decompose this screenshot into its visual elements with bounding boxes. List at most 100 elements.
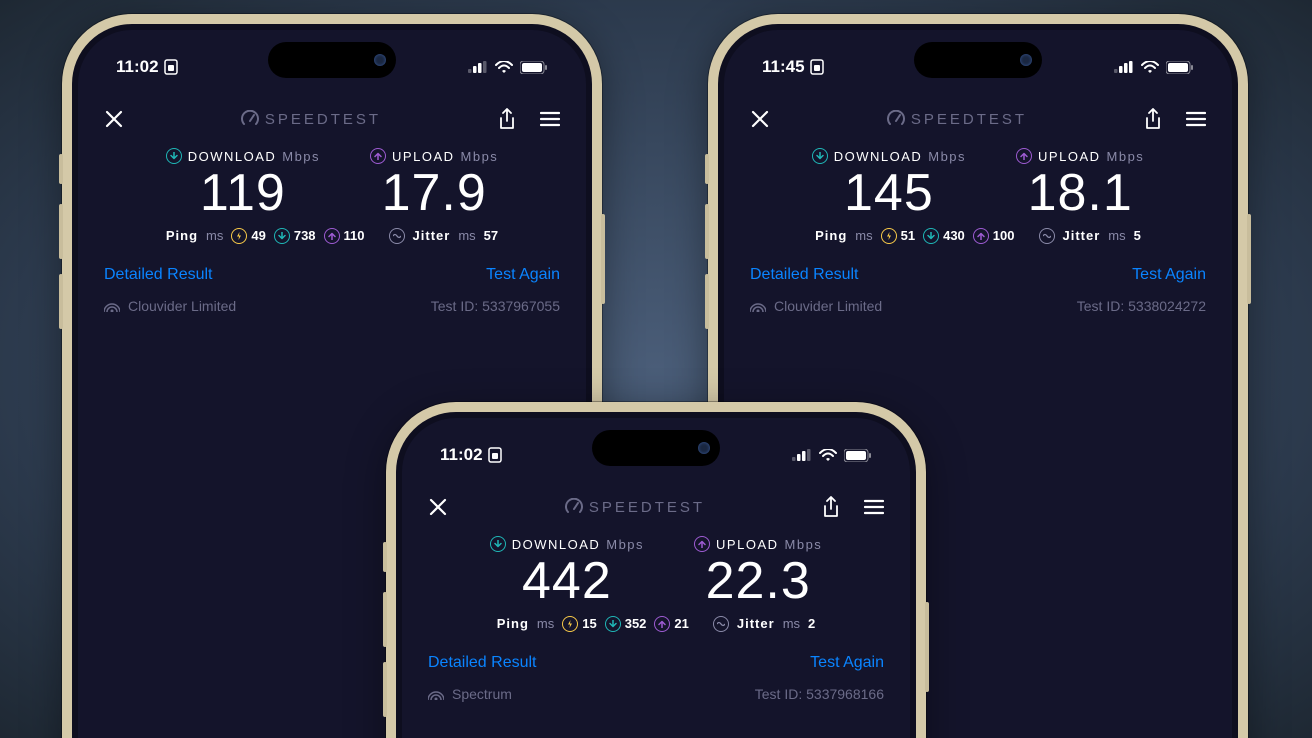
app-header: SPEEDTEST xyxy=(724,86,1232,140)
ping-idle-value: 15 xyxy=(582,616,596,631)
upload-value: 22.3 xyxy=(694,552,822,612)
app-title: SPEEDTEST xyxy=(887,110,1027,128)
menu-icon[interactable] xyxy=(864,499,884,515)
sim-icon xyxy=(164,59,178,75)
close-icon[interactable] xyxy=(104,109,124,129)
results: DOWNLOAD Mbps 145 UPLOAD Mbps 18.1 xyxy=(724,140,1232,224)
upload-icon xyxy=(694,536,710,552)
detailed-result-link[interactable]: Detailed Result xyxy=(428,654,537,672)
jitter-icon xyxy=(389,228,405,244)
upload-result: UPLOAD Mbps 17.9 xyxy=(370,148,498,224)
app-header: SPEEDTEST xyxy=(402,474,910,528)
download-result: DOWNLOAD Mbps 442 xyxy=(490,536,644,612)
wifi-small-icon xyxy=(104,300,120,312)
download-icon xyxy=(490,536,506,552)
jitter-icon xyxy=(713,616,729,632)
ping-down-value: 430 xyxy=(943,228,965,243)
download-icon xyxy=(812,148,828,164)
upload-icon xyxy=(370,148,386,164)
test-id: 5337967055 xyxy=(482,298,560,314)
share-icon[interactable] xyxy=(822,496,840,518)
dynamic-island xyxy=(592,430,720,466)
camera-dot xyxy=(374,54,386,66)
dynamic-island xyxy=(268,42,396,78)
info-row: Clouvider Limited Test ID: 5338024272 xyxy=(724,292,1232,320)
camera-dot xyxy=(698,442,710,454)
ping-idle-icon xyxy=(231,228,247,244)
results: DOWNLOAD Mbps 442 UPLOAD Mbps 22.3 xyxy=(402,528,910,612)
share-icon[interactable] xyxy=(498,108,516,130)
jitter-value: 2 xyxy=(808,616,815,631)
ping-row: Ping ms 51 430 100 Jitter ms 5 xyxy=(724,224,1232,244)
jitter-icon xyxy=(1039,228,1055,244)
camera-dot xyxy=(1020,54,1032,66)
detailed-result-link[interactable]: Detailed Result xyxy=(104,266,213,284)
ping-down-icon xyxy=(274,228,290,244)
upload-icon xyxy=(1016,148,1032,164)
phone-bottom: 11:02 SPEEDTEST xyxy=(386,402,926,738)
detailed-result-link[interactable]: Detailed Result xyxy=(750,266,859,284)
ping-idle-value: 49 xyxy=(251,228,265,243)
test-again-link[interactable]: Test Again xyxy=(810,654,884,672)
ping-up-value: 110 xyxy=(344,228,365,243)
menu-icon[interactable] xyxy=(540,111,560,127)
wifi-small-icon xyxy=(428,688,444,700)
jitter-value: 57 xyxy=(484,228,498,243)
battery-icon xyxy=(1166,61,1194,74)
provider-name: Clouvider Limited xyxy=(774,298,882,314)
ping-row: Ping ms 49 738 110 Jitter ms 57 xyxy=(78,224,586,244)
ping-up-icon xyxy=(973,228,989,244)
cell-signal-icon xyxy=(792,449,812,461)
ping-down-value: 352 xyxy=(625,616,647,631)
test-id: 5338024272 xyxy=(1128,298,1206,314)
ping-up-value: 21 xyxy=(674,616,688,631)
cell-signal-icon xyxy=(468,61,488,73)
app-header: SPEEDTEST xyxy=(78,86,586,140)
upload-value: 17.9 xyxy=(370,164,498,224)
dynamic-island xyxy=(914,42,1042,78)
app-title: SPEEDTEST xyxy=(565,498,705,516)
ping-idle-icon xyxy=(562,616,578,632)
download-result: DOWNLOAD Mbps 119 xyxy=(166,148,320,224)
close-icon[interactable] xyxy=(428,497,448,517)
results: DOWNLOAD Mbps 119 UPLOAD Mbps 17.9 xyxy=(78,140,586,224)
menu-icon[interactable] xyxy=(1186,111,1206,127)
screen: 11:02 SPEEDTEST xyxy=(402,418,910,738)
download-value: 119 xyxy=(166,164,320,224)
phone-bezel: 11:02 SPEEDTEST xyxy=(396,412,916,738)
ping-up-icon xyxy=(654,616,670,632)
provider-name: Clouvider Limited xyxy=(128,298,236,314)
provider-name: Spectrum xyxy=(452,686,512,702)
download-result: DOWNLOAD Mbps 145 xyxy=(812,148,966,224)
download-icon xyxy=(166,148,182,164)
info-row: Clouvider Limited Test ID: 5337967055 xyxy=(78,292,586,320)
wifi-icon xyxy=(1141,61,1159,74)
ping-idle-value: 51 xyxy=(901,228,915,243)
upload-value: 18.1 xyxy=(1016,164,1144,224)
download-value: 145 xyxy=(812,164,966,224)
wifi-icon xyxy=(495,61,513,74)
ping-up-value: 100 xyxy=(993,228,1015,243)
action-row: Detailed Result Test Again xyxy=(724,244,1232,292)
speedtest-logo-icon xyxy=(887,110,905,128)
upload-result: UPLOAD Mbps 22.3 xyxy=(694,536,822,612)
wifi-small-icon xyxy=(750,300,766,312)
share-icon[interactable] xyxy=(1144,108,1162,130)
upload-result: UPLOAD Mbps 18.1 xyxy=(1016,148,1144,224)
ping-up-icon xyxy=(324,228,340,244)
status-time: 11:02 xyxy=(440,445,483,465)
cell-signal-icon xyxy=(1114,61,1134,73)
action-row: Detailed Result Test Again xyxy=(402,632,910,680)
ping-idle-icon xyxy=(881,228,897,244)
ping-down-icon xyxy=(923,228,939,244)
ping-down-value: 738 xyxy=(294,228,316,243)
sim-icon xyxy=(488,447,502,463)
test-again-link[interactable]: Test Again xyxy=(1132,266,1206,284)
speedtest-logo-icon xyxy=(565,498,583,516)
app-title: SPEEDTEST xyxy=(241,110,381,128)
close-icon[interactable] xyxy=(750,109,770,129)
wifi-icon xyxy=(819,449,837,462)
action-row: Detailed Result Test Again xyxy=(78,244,586,292)
test-again-link[interactable]: Test Again xyxy=(486,266,560,284)
test-id: 5337968166 xyxy=(806,686,884,702)
